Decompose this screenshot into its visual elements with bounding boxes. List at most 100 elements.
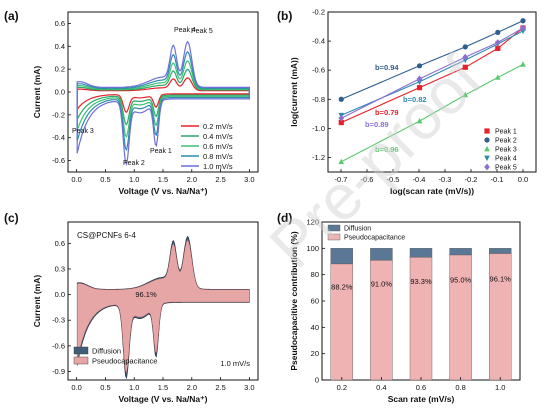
panel-b-xtick-label: -0.3: [439, 175, 452, 184]
panel-b-ytick-label: -0.4: [312, 37, 325, 46]
panel-a-legend-label: 0.6 mV/s: [203, 142, 233, 151]
panel-b-point: [494, 74, 501, 80]
panel-b-point: [462, 44, 468, 50]
panel-a-ytick-label: 0.6: [55, 19, 65, 28]
panel-a-ytick-label: 0.4: [55, 42, 65, 51]
panel-d-diffusion-bar: [370, 248, 393, 261]
panel-d-xtick-label: 0.6: [416, 383, 426, 392]
panel-d-label: (d): [277, 211, 292, 225]
panel-a-legend-label: 0.2 mV/s: [203, 122, 233, 131]
panel-c-legend-label: Diffusion: [92, 347, 121, 356]
panel-c-xtick-label: 3.0: [244, 383, 254, 392]
panel-b-point: [495, 29, 501, 35]
panel-b-point: [338, 158, 345, 165]
panel-a-legend-label: 1.0 mV/s: [203, 162, 233, 171]
panel-b-label: (b): [277, 9, 292, 23]
panel-d-ytick-label: 20: [311, 349, 319, 358]
panel-d-ylabel: Pseudocapacitive contribution (%): [289, 231, 299, 370]
panel-b-xtick-label: -0.5: [387, 175, 400, 184]
panel-a-xtick-label: 3.0: [244, 175, 254, 184]
panel-b-legend-label: Peak 1: [495, 129, 517, 136]
panel-d-ytick-label: 40: [311, 323, 319, 332]
panel-b-point: [338, 119, 344, 126]
panel-b-legend-marker: [484, 137, 490, 143]
panel-c-ytick-label: -0.3: [52, 316, 65, 325]
panel-b-point: [416, 63, 423, 69]
panel-b-point: [520, 61, 526, 67]
panel-b-ytick-label: -1.2: [312, 153, 325, 162]
panel-b-xtick-label: -0.6: [361, 175, 374, 184]
panel-c-xlabel: Voltage (V vs. Na/Na⁺): [119, 394, 208, 404]
panel-a-peak-label: Peak 3: [72, 128, 94, 135]
panel-b-point: [416, 117, 423, 124]
panel-b-slope-label: b=0.94: [375, 63, 399, 72]
panel-a-xtick-label: 0.0: [71, 175, 81, 184]
panel-b-xlabel: log(scan rate (mV/s)): [390, 186, 474, 196]
panel-d-diffusion-bar: [409, 248, 433, 258]
panel-b-fit-line: [341, 27, 524, 119]
panel-b-point: [462, 91, 469, 98]
panel-d-pseudocapacitance-bar: [370, 259, 393, 381]
panel-b-ylabel: log(current (mA)): [289, 57, 299, 127]
panel-b-point: [416, 85, 423, 91]
panel-d-legend-swatch: [327, 233, 341, 241]
panel-c-ytick-label: -0.9: [52, 367, 65, 376]
panel-a-ylabel: Current (mA): [32, 66, 42, 119]
panel-d-xtick-label: 0.2: [337, 383, 347, 392]
panel-a-ytick-label: -0.4: [52, 133, 65, 142]
panel-a-legend-label: 0.8 mV/s: [203, 152, 233, 161]
panel-d-pseudocapacitance-bar: [409, 256, 433, 381]
panel-c-xtick-label: 2.0: [187, 383, 197, 392]
panel-c-title: CS@PCNFs 6-4: [77, 231, 136, 240]
panel-b-xtick-label: -0.2: [465, 175, 478, 184]
panel-c-pseudocapacitance-area: [77, 239, 250, 374]
panel-c-legend-label: Pseudocapacitance: [92, 357, 157, 366]
panel-a-cv-curve: [76, 40, 250, 166]
panel-c-diffusion-area: [76, 235, 250, 380]
panel-b-legend-label: Peak 5: [495, 165, 517, 172]
panel-d-diffusion-bar: [449, 248, 472, 256]
panel-a-xtick-label: 1.5: [158, 175, 168, 184]
panel-a-xtick-label: 0.5: [100, 175, 110, 184]
panel-a-ytick-label: 0.2: [55, 65, 65, 74]
panel-d-data-label: 96.1%: [490, 274, 512, 283]
panel-d-legend-label: Pseudocapacitance: [344, 235, 405, 242]
panel-c-ytick-label: 0.3: [55, 264, 65, 273]
panel-c-ytick-label: 0.6: [55, 239, 65, 248]
panel-c-label: (c): [4, 211, 19, 225]
panel-b-slope-label: b=0.89: [365, 120, 389, 129]
panel-c-xtick-label: 0.0: [71, 383, 81, 392]
panel-a-ytick-label: -0.2: [52, 110, 65, 119]
panel-d-ytick-label: 60: [311, 297, 319, 306]
panel-c-xtick-label: 1.0: [129, 383, 139, 392]
panel-b-point: [416, 75, 423, 83]
panel-b-frame: [327, 11, 537, 173]
panel-a-peak-label: Peak 2: [123, 160, 145, 167]
panel-d-ytick-label: 80: [311, 270, 319, 279]
panel-c-xtick-label: 2.5: [215, 383, 225, 392]
panel-b-slope-label: b=0.82: [403, 95, 427, 104]
panel-a-label: (a): [4, 9, 19, 23]
panel-d-diffusion-bar: [489, 248, 512, 254]
panel-b-point: [338, 96, 344, 102]
panel-b-point: [520, 24, 526, 32]
panel-d-pseudocapacitance-bar: [489, 253, 512, 381]
panel-b-slope-label: b=0.79: [375, 108, 399, 117]
panel-d-data-label: 88.2%: [331, 282, 353, 291]
panel-d-xtick-label: 0.4: [376, 383, 386, 392]
panel-a-ytick-label: 0.0: [55, 88, 65, 97]
panel-d-ytick-label: 100: [306, 244, 319, 253]
panel-c-legend-swatch: [73, 346, 89, 355]
panel-c-ytick-label: -0.6: [52, 341, 65, 350]
panel-d-ytick-label: 0: [315, 376, 319, 385]
panel-b-point: [462, 64, 468, 70]
panel-d-data-label: 95.0%: [450, 275, 472, 284]
panel-b-ytick-label: -0.2: [312, 8, 325, 17]
panel-b-xtick-label: -0.7: [335, 175, 348, 184]
panel-a-legend-label: 0.4 mV/s: [203, 132, 233, 141]
panel-b-legend-marker: [484, 155, 490, 162]
panel-d-ytick-label: 120: [306, 218, 319, 227]
panel-c-xtick-label: 0.5: [100, 383, 110, 392]
panel-a-xtick-label: 1.0: [129, 175, 139, 184]
panel-c-legend-swatch: [73, 356, 89, 365]
